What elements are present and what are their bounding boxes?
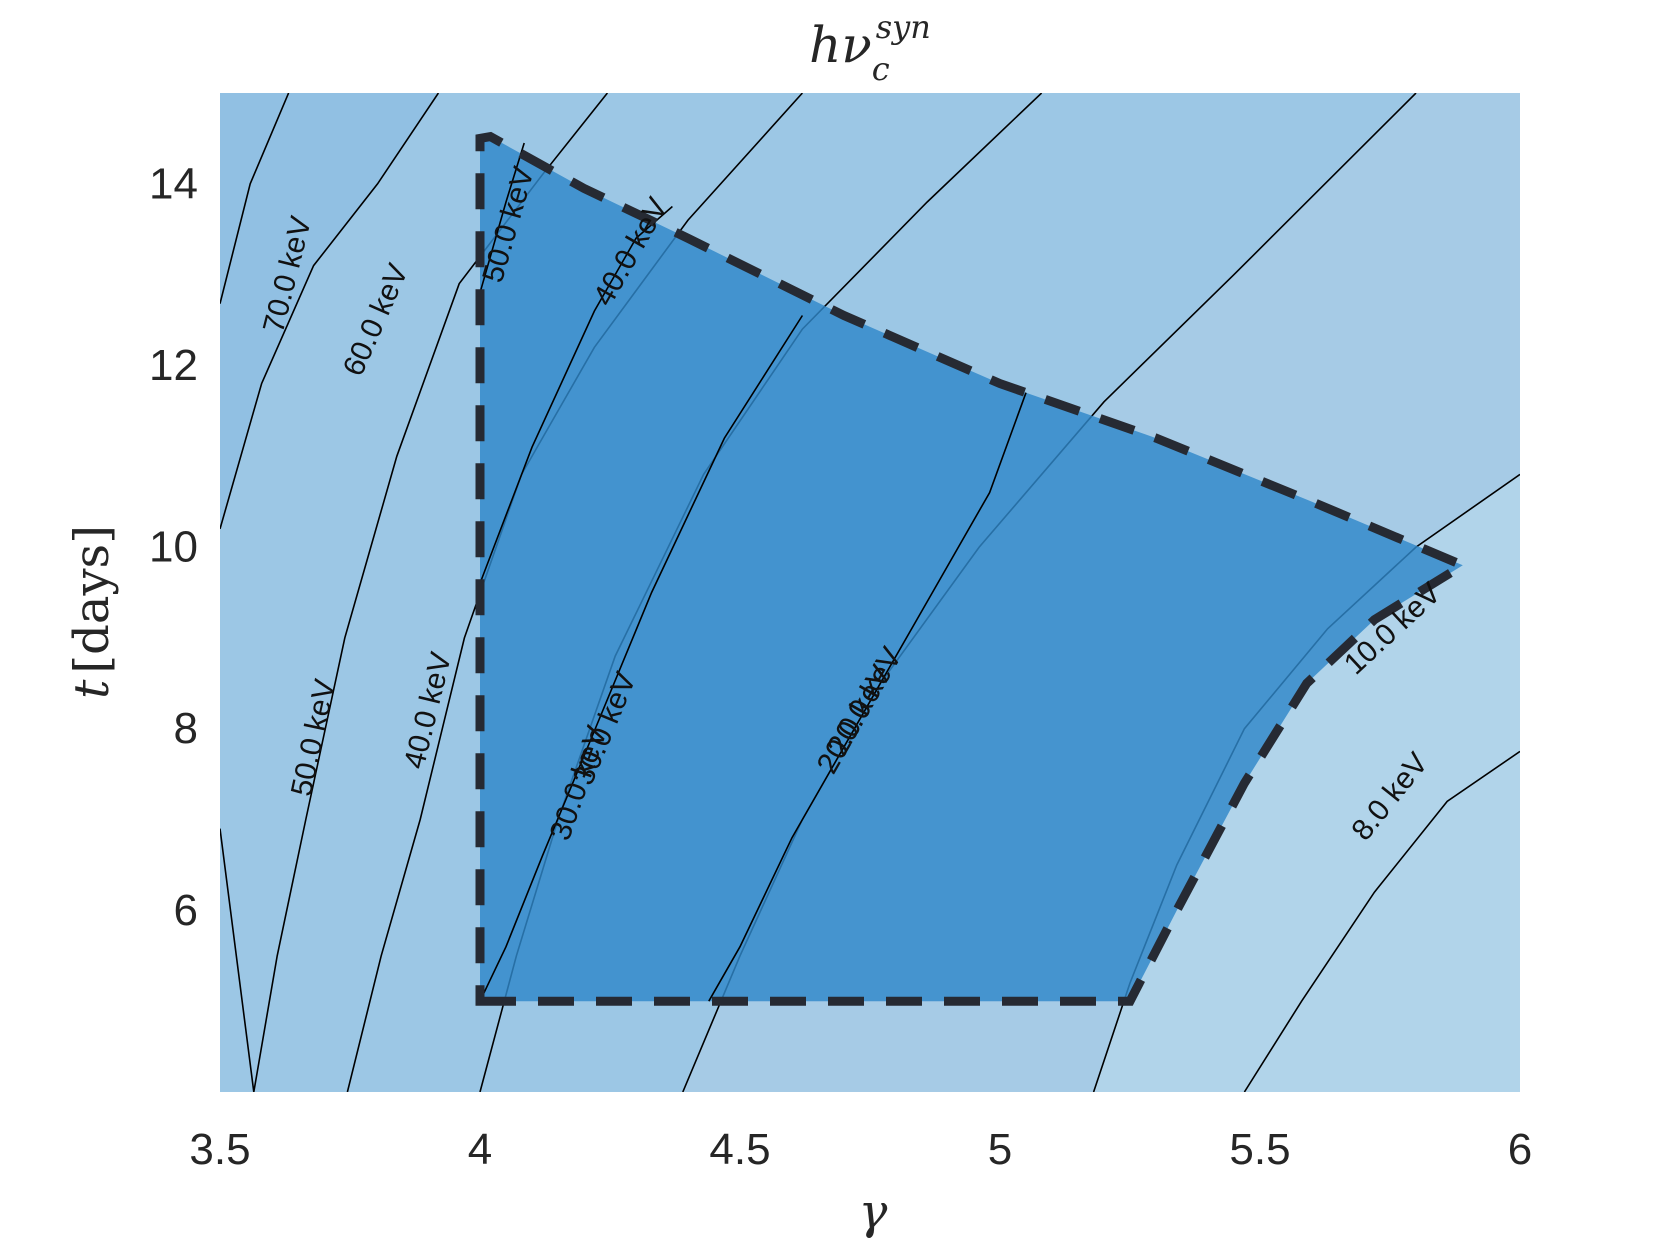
y-tick-label: 10 bbox=[149, 523, 198, 572]
background-band-2 bbox=[220, 93, 439, 529]
x-tick-label: 4.5 bbox=[709, 1125, 770, 1174]
region-contour-line-1 bbox=[479, 142, 525, 294]
y-tick-label: 14 bbox=[149, 159, 198, 208]
region-contour-line-2 bbox=[479, 205, 673, 584]
x-tick-label: 3.5 bbox=[189, 1125, 250, 1174]
title-superscript: syn bbox=[876, 8, 931, 46]
y-tick-label: 6 bbox=[174, 886, 198, 935]
region-contour-line-3 bbox=[479, 315, 804, 1002]
y-tick-label: 12 bbox=[149, 341, 198, 390]
region-fill bbox=[480, 136, 1463, 1002]
region-contours bbox=[479, 142, 1027, 1002]
chart-title: hνc syn bbox=[809, 8, 931, 88]
region-boundary bbox=[475, 131, 1473, 1006]
y-axis-ticks: 6 8 10 12 14 bbox=[149, 159, 198, 935]
title-subscript: c bbox=[872, 50, 890, 88]
x-tick-label: 4 bbox=[468, 1125, 492, 1174]
shaded-region bbox=[480, 136, 1463, 1002]
contour-line-8 bbox=[1243, 750, 1520, 1092]
y-axis-label-unit: [days] bbox=[64, 525, 120, 674]
x-tick-label: 6 bbox=[1508, 1125, 1532, 1174]
region-boundary-dashed bbox=[475, 131, 1473, 1006]
x-axis-ticks: 3.5 4 4.5 5 5.5 6 bbox=[189, 1125, 1532, 1174]
contour-line-1 bbox=[220, 93, 290, 304]
y-tick-label: 8 bbox=[174, 704, 198, 753]
background-band-4 bbox=[1093, 474, 1520, 1092]
x-axis-label: γ bbox=[859, 1184, 888, 1240]
region-contour-line-4 bbox=[708, 392, 1027, 1002]
title-base: hν bbox=[809, 16, 872, 74]
y-axis-label-var: t bbox=[64, 679, 120, 699]
contour-line-2 bbox=[220, 93, 440, 530]
x-tick-label: 5 bbox=[988, 1125, 1012, 1174]
x-tick-label: 5.5 bbox=[1229, 1125, 1290, 1174]
y-axis-label: t [days] bbox=[64, 525, 120, 699]
